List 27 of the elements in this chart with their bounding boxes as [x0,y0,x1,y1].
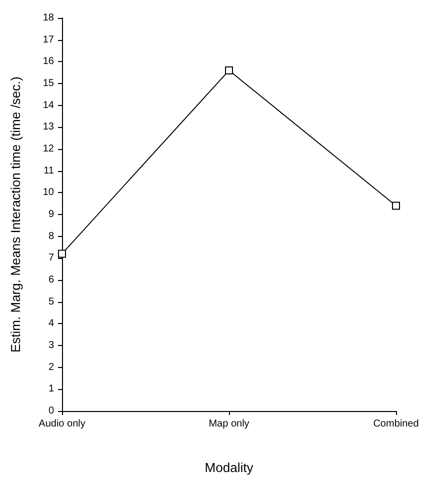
point [225,66,233,74]
y-tick-label: 0 [48,406,54,416]
y-tick-label: 8 [48,230,54,242]
x-axis-title: Modality [204,460,254,475]
y-tick-label: 9 [48,209,54,220]
y-tick-label: 11 [44,165,54,176]
y-tick-label: 10 [42,187,54,198]
x-tick-label: Map only [208,418,250,430]
y-tick-label: 12 [42,144,54,154]
y-tick-label: 1 [48,384,54,395]
y-tick-label: 7 [48,252,54,264]
y-tick-label: 14 [42,100,54,111]
point [58,250,66,258]
y-tick-label: 18 [42,12,54,24]
y-tick-label: 5 [48,296,54,308]
y-tick-label: 15 [42,78,54,89]
x-tick-label: Combined [373,418,419,430]
point [392,202,400,210]
y-tick-label: 13 [42,122,54,133]
y-tick-label: 16 [42,56,54,68]
y-tick-label: 17 [42,34,54,46]
y-tick-label: 2 [48,362,54,373]
y-tick-label: 6 [48,274,54,286]
y-tick-label: 4 [48,318,54,330]
y-axis-title: Estim. Marg. Means Interaction time (time /sec.) [8,76,23,352]
y-tick-label: 3 [48,340,54,351]
x-tick-label: Audio only [38,418,86,430]
